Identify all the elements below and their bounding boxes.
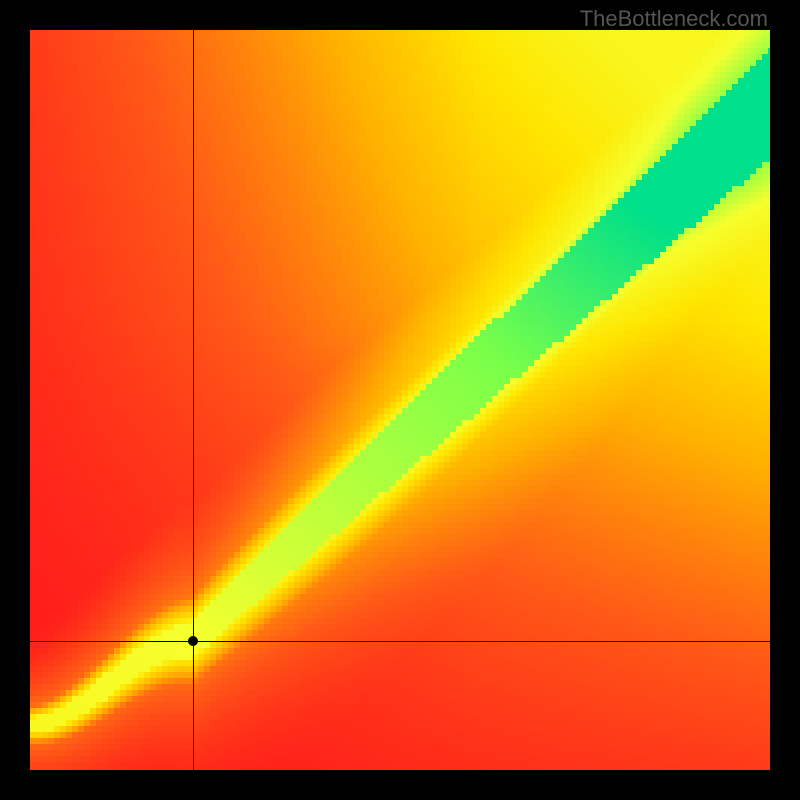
selection-marker [188, 636, 198, 646]
crosshair-vertical [193, 30, 194, 770]
heatmap-canvas [30, 30, 770, 770]
crosshair-horizontal [30, 641, 770, 642]
heatmap-plot [30, 30, 770, 770]
watermark-text: TheBottleneck.com [580, 6, 768, 32]
